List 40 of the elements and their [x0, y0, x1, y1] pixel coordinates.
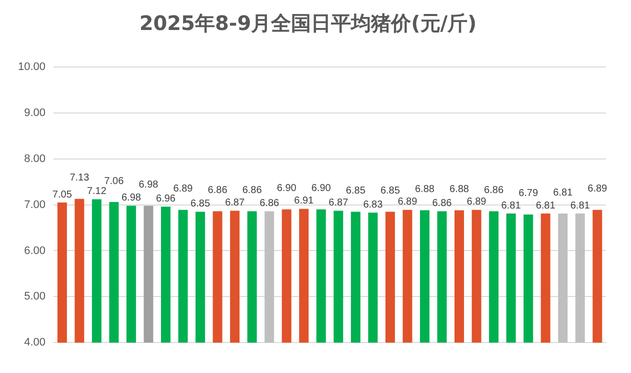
data-label: 6.79 [518, 188, 538, 200]
data-label: 6.86 [242, 184, 262, 196]
data-label: 6.86 [260, 198, 280, 209]
data-label: 6.83 [363, 199, 384, 210]
y-tick-label: 9.00 [24, 106, 46, 119]
data-label: 6.81 [570, 200, 590, 212]
data-label: 6.98 [121, 192, 142, 204]
data-label: 6.81 [536, 200, 556, 212]
data-label: 6.89 [466, 196, 487, 208]
data-label: 6.89 [398, 196, 418, 208]
data-label: 6.98 [138, 179, 159, 190]
y-tick-label: 5.00 [24, 290, 46, 303]
chart-title: 2025年8-9月全国日平均猪价(元/斤) [139, 11, 477, 36]
data-label: 6.87 [225, 198, 245, 209]
data-label: 6.87 [328, 198, 349, 209]
data-label: 6.81 [553, 187, 574, 198]
data-label: 6.85 [346, 185, 366, 196]
data-label: 6.86 [432, 198, 452, 209]
data-label: 6.85 [190, 198, 210, 210]
data-label: 6.91 [294, 196, 314, 207]
y-tick-label: 6.00 [24, 244, 46, 257]
data-label: 6.85 [380, 185, 400, 196]
data-label: 6.88 [414, 184, 435, 196]
y-tick-label: 10.00 [18, 61, 46, 74]
data-label: 6.81 [501, 200, 522, 212]
y-tick-label: 7.00 [24, 198, 46, 211]
y-tick-label: 8.00 [24, 152, 46, 165]
data-label: 7.13 [70, 172, 90, 184]
data-label: 6.89 [173, 184, 194, 195]
data-label: 7.12 [86, 186, 107, 198]
data-label: 6.90 [311, 183, 332, 194]
data-label: 6.86 [208, 184, 228, 196]
data-label: 6.96 [156, 193, 176, 204]
data-label: 6.88 [450, 184, 470, 196]
data-label: 6.89 [588, 184, 608, 195]
data-label: 6.90 [276, 183, 297, 194]
data-label: 7.05 [52, 189, 72, 200]
data-label: 7.06 [104, 176, 124, 187]
data-label: 6.86 [484, 184, 504, 196]
y-tick-label: 4.00 [24, 336, 46, 349]
